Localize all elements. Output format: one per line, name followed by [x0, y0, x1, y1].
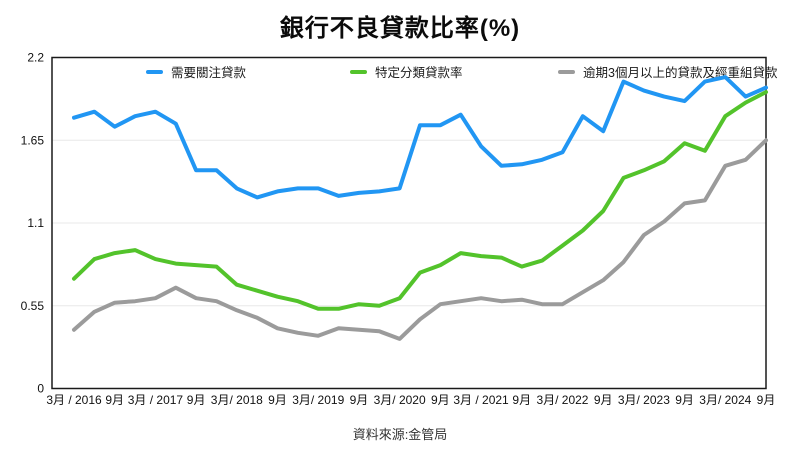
legend-label: 需要關注貸款	[171, 66, 247, 80]
x-axis-tick-label: 3月/ 2018	[211, 393, 263, 407]
legend-item-overdue-rescheduled-loans[interactable]: 逾期3個月以上的貸款及經重組貸款	[558, 62, 777, 81]
legend-item-special-mention-loans[interactable]: 需要關注貸款	[146, 62, 246, 81]
x-axis-tick-label: 3月/ 2019	[292, 393, 344, 407]
y-axis-tick-label: 1.65	[21, 133, 45, 147]
x-axis-tick-label: 3月/ 2022	[536, 393, 588, 407]
plot-border	[51, 56, 767, 390]
x-axis-tick-label: 9月	[431, 393, 450, 407]
x-axis-tick-label: 3月/ 2024	[699, 393, 751, 407]
page-title: 銀行不良貸款比率(%)	[279, 15, 521, 42]
x-axis-tick-label: 9月	[350, 393, 369, 407]
x-axis-tick-label: 3月 / 2021	[453, 393, 509, 407]
legend-dash-green-icon	[350, 69, 367, 74]
x-axis-tick-label: 9月	[187, 393, 206, 407]
x-axis-tick-label: 9月	[512, 393, 531, 407]
series-line-gray	[72, 138, 768, 341]
y-axis-tick-label: 2.2	[27, 51, 44, 65]
x-axis-tick-label: 9月	[105, 393, 124, 407]
x-axis-tick-label: 3月 / 2017	[128, 393, 184, 407]
x-axis-tick-label: 3月/ 2020	[374, 393, 426, 407]
series-line-blue	[72, 75, 768, 200]
source-note: 資料來源:金管局	[352, 427, 448, 442]
legend-dash-blue-icon	[146, 69, 163, 74]
legend-label: 逾期3個月以上的貸款及經重組貸款	[583, 66, 778, 80]
y-axis-tick-label: 0	[37, 382, 44, 396]
x-axis-tick-label: 3月/ 2023	[618, 393, 670, 407]
x-axis-tick-label: 9月	[757, 393, 776, 407]
y-axis-tick-label: 0.55	[21, 299, 45, 313]
legend-dash-gray-icon	[558, 69, 575, 74]
series-line-green	[72, 90, 768, 311]
x-axis-tick-label: 9月	[675, 393, 694, 407]
x-axis-tick-label: 3月 / 2016	[46, 393, 102, 407]
legend-label: 特定分類貸款率	[375, 66, 463, 80]
legend-item-classified-loan-ratio[interactable]: 特定分類貸款率	[350, 62, 463, 81]
x-axis-tick-label: 9月	[594, 393, 613, 407]
x-axis-tick-label: 9月	[268, 393, 287, 407]
y-axis-tick-label: 1.1	[27, 216, 44, 230]
legend: 需要關注貸款 特定分類貸款率 逾期3個月以上的貸款及經重組貸款	[0, 62, 800, 80]
